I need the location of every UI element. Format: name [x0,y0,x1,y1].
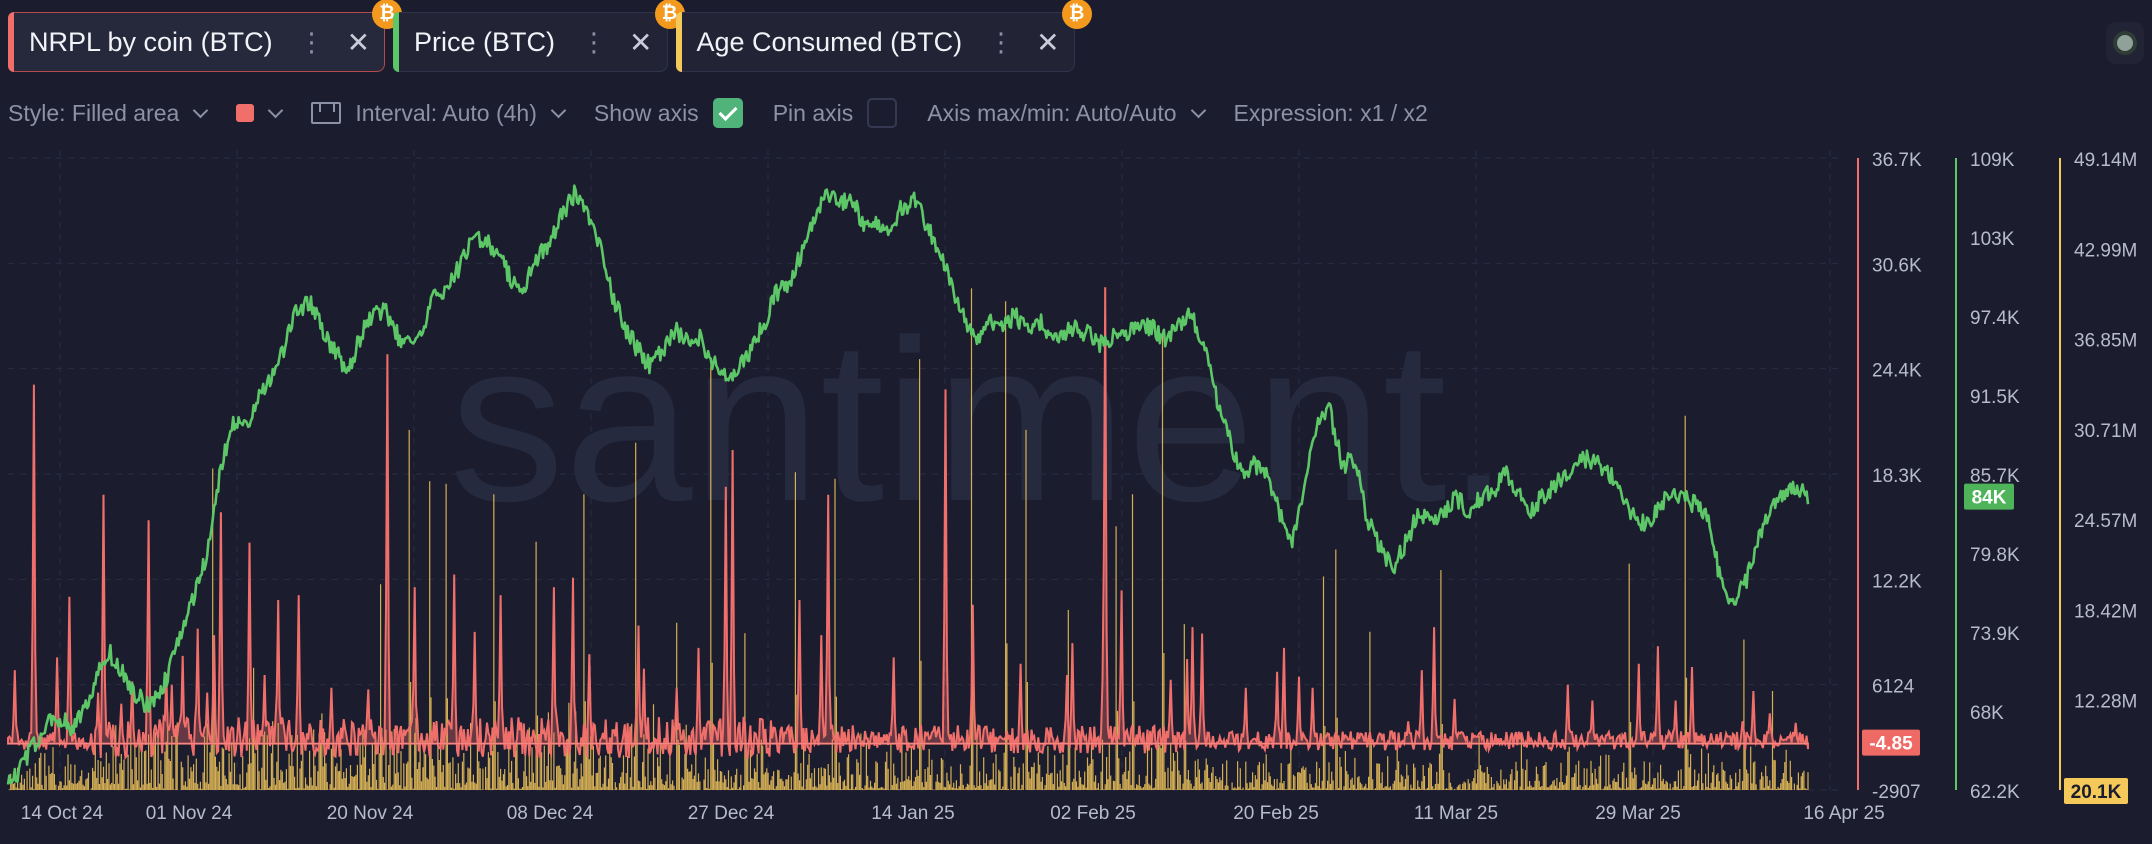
x-tick-label: 20 Feb 25 [1233,803,1319,824]
current-value-badge [1862,729,1920,756]
x-tick-label: 14 Jan 25 [871,803,954,824]
axis-tick-label: 85.7K [1970,466,2020,487]
x-axis: 14 Oct 24 01 Nov 24 20 Nov 24 08 Dec 24 27 D… [21,803,1885,824]
axis-tick-label: 68K [1970,703,2004,724]
tab-color-bar [675,12,682,72]
pin-axis-checkbox[interactable] [867,98,898,128]
price-line [6,184,1810,785]
axis-tick-label: 62.2K [1970,782,2020,803]
axis-tick-label: -2907 [1872,782,1921,803]
style-dropdown[interactable]: Style: Filled area [8,99,209,127]
x-tick-label: 27 Dec 24 [688,803,775,824]
close-icon[interactable]: ✕ [1036,26,1060,58]
tab-nrpl[interactable]: NRPL by coin (BTC) ⋮ ✕ ₿ [8,0,403,72]
x-tick-label: 14 Oct 24 [21,803,104,824]
nrpl-area [7,287,1809,761]
style-label: Style: Filled area [8,99,180,126]
more-vertical-icon[interactable]: ⋮ [298,26,325,57]
current-value-label: 84K [1972,488,2007,509]
axis-tick-label: 36.85M [2074,331,2137,352]
tab-label: NRPL by coin (BTC) [29,26,273,57]
age-consumed-bars [8,288,1809,790]
more-vertical-icon[interactable]: ⋮ [581,26,608,57]
x-tick-label: 08 Dec 24 [507,803,594,824]
axis-tick-label: 109K [1970,150,2015,171]
color-picker[interactable] [236,102,284,122]
interval-dropdown[interactable]: Interval: Auto (4h) [311,99,567,127]
axis-tick-label: 12.28M [2074,692,2137,713]
tab-price[interactable]: Price (BTC) ⋮ ✕ ₿ [393,0,685,72]
axis-tick-label: 42.99M [2074,240,2137,261]
age-consumed-series [8,288,1809,790]
color-swatch [236,104,255,122]
axis-tick-label: 91.5K [1970,387,2020,408]
x-tick-label: 20 Nov 24 [327,803,414,824]
interval-label: Interval: Auto (4h) [355,99,537,126]
axis-maxmin-label: Axis max/min: Auto/Auto [927,99,1177,126]
x-tick-label: 02 Feb 25 [1050,803,1136,824]
show-axis-toggle[interactable]: Show axis [594,98,743,128]
price-series [6,184,1810,785]
tab-label: Price (BTC) [414,26,556,57]
x-tick-label: 11 Mar 25 [1414,803,1498,824]
expression-field[interactable]: Expression: x1 / x2 [1234,100,1428,127]
current-value-badge [2064,778,2128,804]
axis-tick-label: 24.4K [1872,361,1922,382]
nrpl-series [7,287,1809,761]
current-value-label: -4.85 [1869,734,1913,755]
axis-tick-label: 18.42M [2074,601,2137,622]
current-value-label: 20.1K [2071,782,2122,803]
chart-axes: 36.7K 30.6K 24.4K 18.3K 12.2K 6124 -2907 109K 10… [1857,150,2137,804]
x-tick-label: 16 Apr 25 [1803,803,1884,824]
tab-label: Age Consumed (BTC) [696,26,963,57]
axis-tick-label: 97.4K [1970,308,2020,329]
close-icon[interactable]: ✕ [629,26,653,58]
axis-tick-label: 6124 [1872,677,1915,698]
tab-color-bar [8,12,14,72]
current-value-badge [1964,483,2014,510]
settings-toggle[interactable] [2106,22,2144,64]
show-axis-checkbox[interactable] [712,98,743,128]
axis-tick-label: 79.8K [1970,545,2020,566]
axis-tick-label: 12.2K [1872,571,1922,592]
tab-color-bar [393,12,400,72]
more-vertical-icon[interactable]: ⋮ [988,26,1015,57]
bitcoin-icon: ₿ [1061,0,1092,29]
x-tick-label: 01 Nov 24 [146,803,233,824]
axis-tick-label: 18.3K [1872,466,1922,487]
metric-tabs: NRPL by coin (BTC) ⋮ ✕ ₿ Price (BTC) ⋮ ✕… [8,0,1092,74]
chart-toolbar: Style: Filled area Interval: Auto (4h) S… [8,96,1458,130]
close-icon[interactable]: ✕ [346,26,371,58]
pin-axis-label: Pin axis [772,99,854,126]
axis-tick-label: 30.71M [2074,421,2137,442]
axis-tick-label: 49.14M [2074,150,2137,171]
ruler-icon [311,102,342,124]
status-dot-icon [2117,35,2133,51]
show-axis-label: Show axis [593,99,699,126]
expression-label: Expression: x1 / x2 [1233,99,1428,126]
axis-tick-label: 24.57M [2074,511,2137,532]
axis-tick-label: 36.7K [1872,150,1922,171]
axis-tick-label: 30.6K [1872,255,1922,276]
axis-maxmin-dropdown[interactable]: Axis max/min: Auto/Auto [927,99,1206,127]
x-tick-label: 29 Mar 25 [1595,803,1681,824]
axis-tick-label: 73.9K [1970,624,2020,645]
tab-age-consumed[interactable]: Age Consumed (BTC) ⋮ ✕ ₿ [675,0,1092,72]
axis-tick-label: 103K [1970,229,2015,250]
pin-axis-toggle[interactable]: Pin axis [773,98,898,128]
